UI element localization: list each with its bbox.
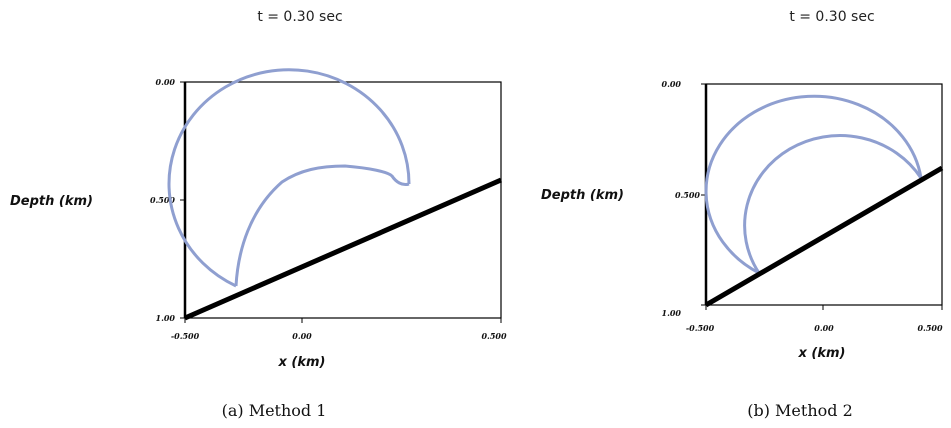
panel-a-outer-wavefront bbox=[167, 68, 411, 288]
panel-a-caption: (a) Method 1 bbox=[222, 401, 327, 420]
panel-b-frame bbox=[705, 83, 943, 306]
panel-a-ylabel: Depth (km) bbox=[10, 194, 93, 209]
panel-b-ylabel: Depth (km) bbox=[541, 188, 624, 203]
panel-b-xlabel: x (km) bbox=[798, 346, 846, 361]
panel-b-xtick-label: -0.500 bbox=[686, 323, 715, 333]
panel-b-inner-wavefront bbox=[743, 134, 923, 274]
panel-a-ytick-label: 1.00 bbox=[156, 313, 176, 323]
panel-b-caption: (b) Method 2 bbox=[747, 401, 853, 420]
panel-a-xtick-label: 0.00 bbox=[292, 331, 312, 341]
panel-a-inner-wavefront bbox=[234, 164, 410, 287]
panel-a-xlabel: x (km) bbox=[278, 355, 326, 370]
panel-b-ytick-label: 0.500 bbox=[675, 190, 700, 200]
panel-a-title: t = 0.30 sec bbox=[257, 9, 342, 25]
panel-a-xtick-label: -0.500 bbox=[171, 331, 200, 341]
panel-b-title: t = 0.30 sec bbox=[789, 9, 874, 25]
panel-b: t = 0.30 sec 0.00 0.500 1.00 -0.500 0.00… bbox=[541, 9, 944, 420]
panel-b-ytick-label: 0.00 bbox=[662, 79, 682, 89]
panel-b-xtick-label: 0.500 bbox=[917, 323, 942, 333]
panel-a-ytick-label: 0.500 bbox=[150, 195, 175, 205]
panel-a: t = 0.30 sec 0.00 0.500 1.00 -0.500 0.00… bbox=[10, 9, 507, 420]
panel-a-xtick-label: 0.500 bbox=[481, 331, 506, 341]
panel-a-ytick-label: 0.00 bbox=[156, 77, 176, 87]
panel-b-reflector-line bbox=[704, 165, 944, 308]
panel-b-outer-wavefront bbox=[704, 94, 923, 275]
panel-a-reflector-line bbox=[183, 177, 503, 321]
panel-b-xtick-label: 0.00 bbox=[814, 323, 834, 333]
panel-b-ytick-label: 1.00 bbox=[662, 308, 682, 318]
